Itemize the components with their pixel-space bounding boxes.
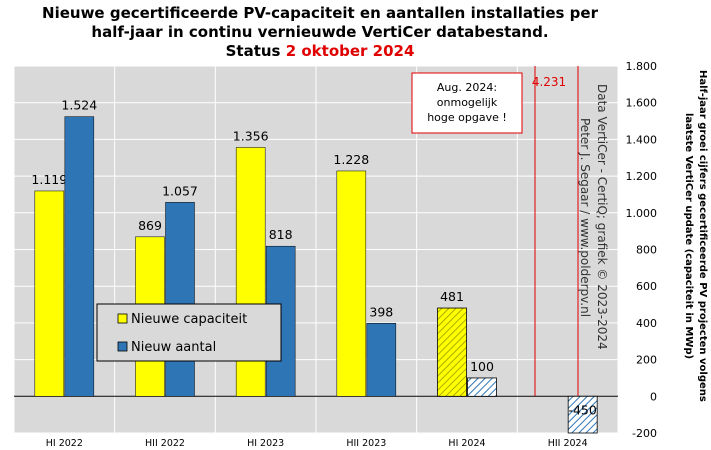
x-tick-label: HI 2022 [46,438,83,449]
data-label-capacity: 869 [138,218,162,233]
data-label-count: 1.524 [61,98,97,113]
legend-swatch-capacity [117,313,128,324]
x-tick-label: HI 2023 [247,438,284,449]
chart-status-date: 2 oktober 2024 [286,42,415,60]
y-tick-label: 800 [636,244,657,257]
offscale-value-label: 4.231 [532,75,566,89]
y-tick-label: 200 [636,354,657,367]
x-tick-label: HII 2022 [145,438,185,449]
annotation-line1: Aug. 2024: [437,81,497,94]
y-tick-label: 1.800 [626,60,658,73]
bar-count-hii-2024 [567,395,598,434]
y-tick-label: 400 [636,317,657,330]
data-label-count: 1.057 [162,183,198,198]
x-tick-label: HII 2024 [548,438,588,449]
chart-title-line2: half-jaar in continu vernieuwde VertiCer… [91,23,548,41]
bar-count-hi-2024 [467,377,497,397]
chart-title-line3: Status 2 oktober 2024 [226,42,415,60]
bar-count-hi-2022 [64,116,95,397]
credit-line1: Data VertiCer - CertiQ; grafiek © 2023-2… [595,84,609,350]
y-tick-label: 1.200 [626,170,658,183]
data-label-count: -450 [568,402,596,417]
y-axis-title-line2: laatste VertiCer update (capaciteit in M… [683,113,694,359]
data-label-count: 818 [269,227,293,242]
chart-status-prefix: Status [226,42,286,60]
y-tick-label: 1.000 [626,207,658,220]
annotation-line3: hoge opgave ! [427,111,507,124]
bar-capacity-hi-2022 [34,190,65,397]
data-label-count: 100 [470,359,494,374]
y-tick-label: 1.400 [626,133,658,146]
y-tick-label: 600 [636,280,657,293]
bar-capacity-hii-2023 [336,170,367,397]
grid-layer: -200 0 200 400 600 800 1.000 1.200 1.400 1.600 1.8… [13,60,658,440]
data-label-capacity: 1.119 [31,172,67,187]
y-tick-label: 0 [650,390,657,403]
annotation-line2: onmogelijk [437,96,498,109]
data-label-capacity: 481 [440,289,464,304]
data-label-count: 398 [369,304,393,319]
y-tick-label: -200 [632,427,657,440]
legend-label-capacity: Nieuwe capaciteit [131,312,247,327]
y-tick-label: 1.600 [626,97,658,110]
data-label-capacity: 1.356 [233,128,269,143]
legend: Nieuwe capaciteit Nieuw aantal [96,303,282,362]
bar-count-hii-2023 [366,323,397,397]
y-axis-title-line1: Half-jaar groei cijfers gecertificeerde … [697,70,708,402]
data-label-capacity: 1.228 [333,152,369,167]
legend-swatch-count [117,341,128,352]
x-tick-label: HI 2024 [448,438,485,449]
chart-title-line1: Nieuwe gecertificeerde PV-capaciteit en … [42,4,599,22]
credit-line2: Peter J. Segaar / www.polderpv.nl [578,118,592,317]
legend-label-count: Nieuw aantal [131,340,216,355]
x-tick-label: HII 2023 [346,438,386,449]
bar-capacity-hi-2024 [437,307,467,397]
bar-count-hii-2022 [165,202,195,397]
annotation-box: Aug. 2024: onmogelijk hoge opgave ! [411,72,523,134]
